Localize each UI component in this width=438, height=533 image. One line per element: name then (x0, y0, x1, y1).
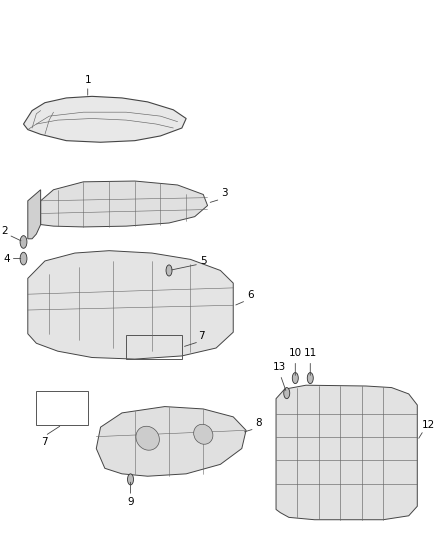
Text: 8: 8 (256, 418, 262, 428)
Text: 10: 10 (289, 348, 302, 358)
Text: 1: 1 (85, 75, 91, 85)
Polygon shape (276, 385, 417, 520)
Circle shape (307, 373, 313, 384)
Ellipse shape (194, 424, 213, 444)
Polygon shape (96, 407, 246, 476)
Text: 13: 13 (272, 362, 286, 372)
Text: 11: 11 (304, 348, 317, 358)
Circle shape (20, 252, 27, 265)
Text: 6: 6 (247, 290, 254, 300)
Text: 12: 12 (422, 420, 435, 430)
Circle shape (284, 387, 290, 399)
Circle shape (20, 236, 27, 248)
Text: 7: 7 (42, 437, 48, 447)
Text: 9: 9 (127, 497, 134, 507)
Text: 4: 4 (3, 254, 10, 264)
Polygon shape (41, 181, 208, 227)
Polygon shape (24, 96, 186, 142)
Text: 2: 2 (1, 226, 7, 236)
Text: 5: 5 (200, 256, 207, 266)
Text: 3: 3 (221, 188, 228, 198)
Polygon shape (28, 190, 41, 239)
Text: 7: 7 (198, 331, 205, 341)
Ellipse shape (136, 426, 159, 450)
Circle shape (127, 474, 134, 485)
Polygon shape (28, 251, 233, 359)
Circle shape (292, 373, 298, 384)
Circle shape (166, 265, 172, 276)
